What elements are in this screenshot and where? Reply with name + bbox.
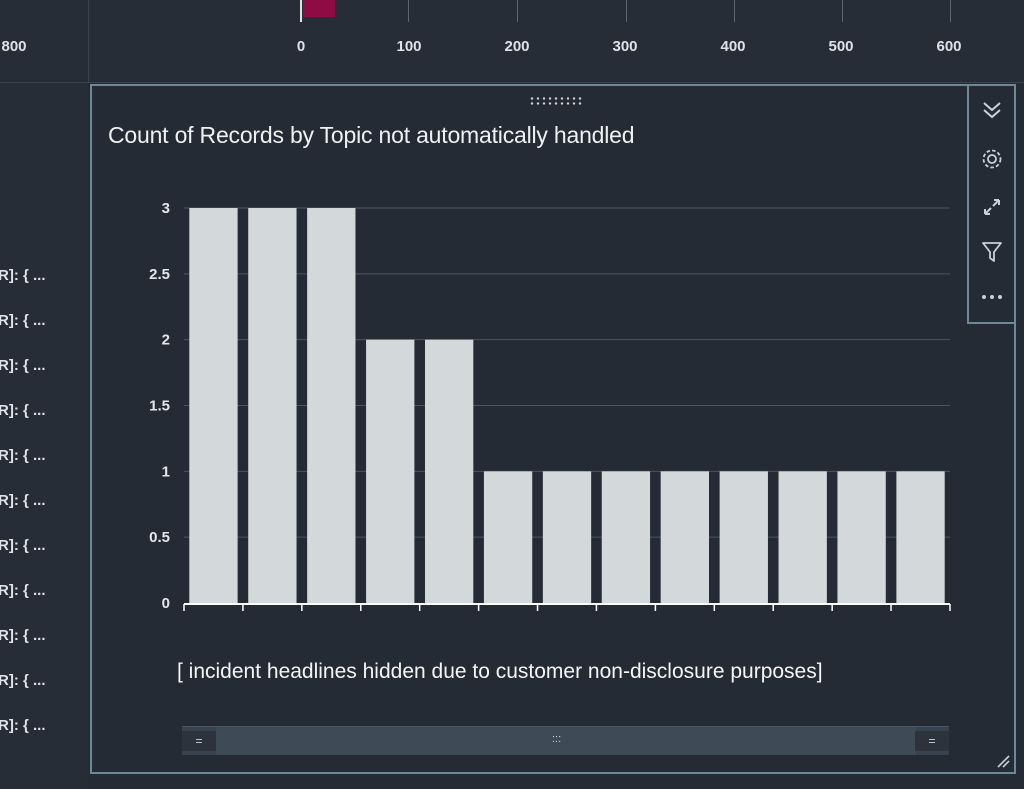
- y-tick-label: 0.5: [149, 529, 170, 546]
- top-origin-line: [300, 0, 302, 22]
- visual-toolbar: [967, 86, 1016, 324]
- bar[interactable]: [248, 208, 297, 603]
- chart-scrollbar[interactable]: = = :::: [182, 726, 949, 755]
- top-tick: [842, 0, 843, 22]
- y-tick-label: 2.5: [149, 266, 170, 283]
- list-item[interactable]: R]: { ...: [0, 402, 46, 419]
- top-tick: [734, 0, 735, 22]
- scroll-thumb[interactable]: [216, 727, 916, 755]
- top-tick: [408, 0, 409, 22]
- scroll-left-handle[interactable]: =: [182, 731, 216, 751]
- bar[interactable]: [719, 471, 768, 603]
- y-tick-label: 3: [162, 200, 170, 217]
- list-item[interactable]: R]: { ...: [0, 582, 46, 599]
- resize-grip-icon[interactable]: [996, 754, 1010, 768]
- collapse-icon[interactable]: [979, 98, 1005, 124]
- top-axis-label: 200: [504, 38, 530, 55]
- bar[interactable]: [307, 208, 356, 603]
- bar[interactable]: [424, 339, 474, 603]
- expand-icon[interactable]: [979, 194, 1005, 220]
- list-item[interactable]: R]: { ...: [0, 492, 46, 509]
- bar[interactable]: [660, 471, 710, 603]
- top-tick: [950, 0, 951, 22]
- top-axis-label: 800: [1, 38, 27, 55]
- top-axis-label: 300: [612, 38, 638, 55]
- top-left-cell: [0, 0, 89, 82]
- bar[interactable]: [366, 339, 415, 603]
- top-axis-strip: 800 0 100 200 300 400 500 600: [0, 0, 1024, 83]
- bar[interactable]: [837, 471, 886, 603]
- y-tick-label: 1: [162, 463, 170, 480]
- list-item[interactable]: R]: { ...: [0, 717, 46, 734]
- scroll-right-handle[interactable]: =: [915, 731, 949, 751]
- y-tick-label: 0: [162, 595, 170, 612]
- list-item[interactable]: R]: { ...: [0, 537, 46, 554]
- chart-panel: Count of Records by Topic not automatica…: [90, 84, 1016, 774]
- settings-icon[interactable]: [979, 146, 1005, 172]
- bar[interactable]: [601, 471, 651, 603]
- top-axis-label: 0: [296, 38, 306, 55]
- y-tick-label: 2: [162, 332, 170, 349]
- list-item[interactable]: R]: { ...: [0, 627, 46, 644]
- top-tick: [626, 0, 627, 22]
- chart-caption: [ incident headlines hidden due to custo…: [177, 660, 823, 683]
- top-axis-label: 600: [936, 38, 962, 55]
- top-tick: [517, 0, 518, 22]
- y-tick-label: 1.5: [149, 398, 170, 415]
- top-axis-label: 100: [396, 38, 422, 55]
- bar[interactable]: [542, 471, 592, 603]
- bar[interactable]: [778, 471, 827, 603]
- bar[interactable]: [189, 208, 238, 603]
- top-axis-label: 400: [720, 38, 746, 55]
- scroll-grip[interactable]: :::: [552, 733, 562, 745]
- top-chart-bar: [303, 0, 335, 17]
- list-item[interactable]: R]: { ...: [0, 312, 46, 329]
- chart-title: Count of Records by Topic not automatica…: [108, 122, 635, 148]
- bar[interactable]: [896, 471, 945, 603]
- more-icon[interactable]: [979, 284, 1005, 310]
- left-records-list: R]: { ... R]: { ... R]: { ... R]: { ... …: [0, 83, 88, 789]
- top-axis-label: 500: [828, 38, 854, 55]
- list-item[interactable]: R]: { ...: [0, 672, 46, 689]
- bar[interactable]: [483, 471, 533, 603]
- drag-handle[interactable]: [529, 96, 583, 106]
- list-item[interactable]: R]: { ...: [0, 357, 46, 374]
- list-item[interactable]: R]: { ...: [0, 447, 46, 464]
- list-item[interactable]: R]: { ...: [0, 267, 46, 284]
- bar-chart: 0 0.5 1 1.5 2 2.5 3: [149, 200, 951, 612]
- filter-icon[interactable]: [979, 239, 1005, 265]
